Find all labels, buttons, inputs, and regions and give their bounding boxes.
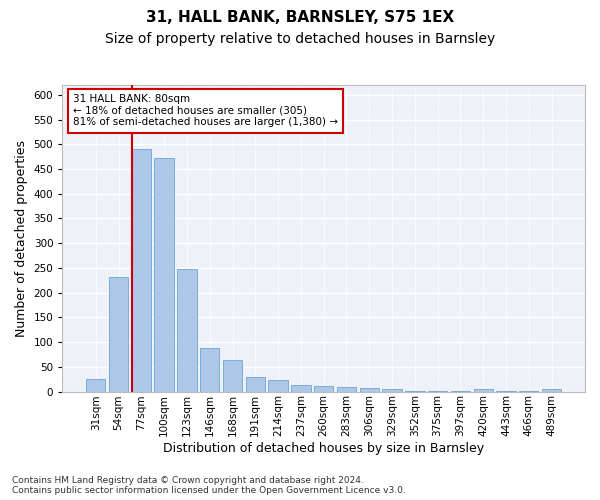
Bar [473,388,493,392]
Bar [223,360,242,392]
Bar [154,158,174,392]
Text: Contains HM Land Registry data © Crown copyright and database right 2024.
Contai: Contains HM Land Registry data © Crown c… [12,476,406,495]
Bar [177,269,197,392]
Bar [337,386,356,392]
Text: 31, HALL BANK, BARNSLEY, S75 1EX: 31, HALL BANK, BARNSLEY, S75 1EX [146,10,454,25]
Bar [131,150,151,392]
Bar [268,380,288,392]
Bar [245,376,265,392]
Y-axis label: Number of detached properties: Number of detached properties [15,140,28,337]
Bar [382,389,402,392]
Bar [314,386,334,392]
Bar [109,277,128,392]
Text: 31 HALL BANK: 80sqm
← 18% of detached houses are smaller (305)
81% of semi-detac: 31 HALL BANK: 80sqm ← 18% of detached ho… [73,94,338,128]
Bar [200,348,220,392]
Text: Size of property relative to detached houses in Barnsley: Size of property relative to detached ho… [105,32,495,46]
X-axis label: Distribution of detached houses by size in Barnsley: Distribution of detached houses by size … [163,442,484,455]
Bar [291,385,311,392]
Bar [359,388,379,392]
Bar [86,379,106,392]
Bar [542,389,561,392]
